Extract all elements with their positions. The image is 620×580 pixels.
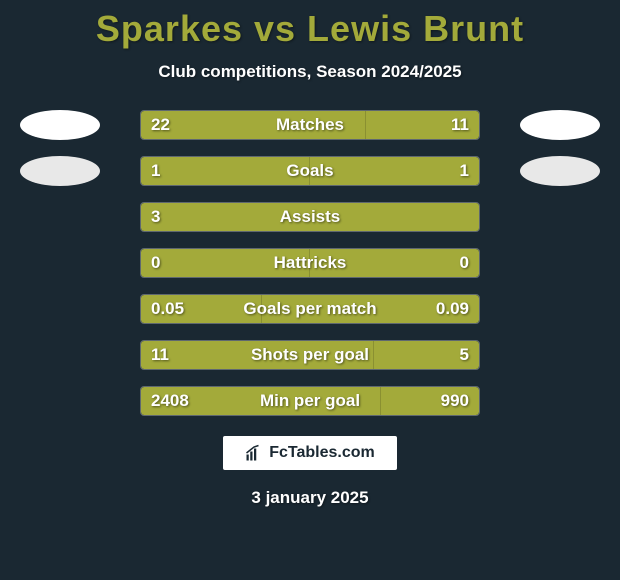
page-title: Sparkes vs Lewis Brunt (96, 8, 524, 50)
watermark-text: FcTables.com (269, 444, 375, 462)
stat-bar: 11 5 Shots per goal (140, 340, 480, 370)
stat-value-right: 11 (451, 115, 469, 135)
stat-value-right: 1 (460, 161, 469, 181)
stat-bar: 3 Assists (140, 202, 480, 232)
stat-label: Matches (276, 115, 344, 135)
stat-label: Goals per match (243, 299, 376, 319)
stat-row: 0 0 Hattricks (0, 248, 620, 278)
stat-bar: 0.05 0.09 Goals per match (140, 294, 480, 324)
stat-value-left: 11 (151, 345, 169, 365)
date-label: 3 january 2025 (251, 488, 368, 508)
bar-fill-left (141, 157, 310, 185)
stat-label: Shots per goal (251, 345, 369, 365)
chart-icon (245, 444, 263, 462)
stat-value-left: 2408 (151, 391, 189, 411)
stat-rows: 2211Matches11Goals3Assists00Hattricks0.0… (0, 110, 620, 416)
stat-value-left: 3 (151, 207, 160, 227)
stat-value-left: 1 (151, 161, 160, 181)
stat-value-left: 0.05 (151, 299, 184, 319)
comparison-container: Sparkes vs Lewis Brunt Club competitions… (0, 0, 620, 580)
stat-label: Hattricks (274, 253, 347, 273)
bar-fill-right (310, 157, 479, 185)
stat-row: 3 Assists (0, 202, 620, 232)
stat-value-left: 22 (151, 115, 170, 135)
stat-value-right: 0 (460, 253, 469, 273)
stat-bar: 2408 990 Min per goal (140, 386, 480, 416)
team-badge-right (520, 110, 600, 140)
stat-row: 2408 990 Min per goal (0, 386, 620, 416)
stat-value-left: 0 (151, 253, 160, 273)
stat-value-right: 5 (460, 345, 469, 365)
stat-bar: 0 0 Hattricks (140, 248, 480, 278)
stat-row: 11 5 Shots per goal (0, 340, 620, 370)
stat-bar: 22 11 Matches (140, 110, 480, 140)
stat-label: Assists (280, 207, 340, 227)
watermark: FcTables.com (223, 436, 397, 470)
stat-value-right: 0.09 (436, 299, 469, 319)
team-badge-right (520, 156, 600, 186)
subtitle: Club competitions, Season 2024/2025 (158, 62, 461, 82)
team-badge-left (20, 156, 100, 186)
stat-row: 22 11 Matches (0, 110, 620, 140)
stat-value-right: 990 (441, 391, 469, 411)
stat-label: Min per goal (260, 391, 360, 411)
stat-label: Goals (286, 161, 333, 181)
team-badge-left (20, 110, 100, 140)
stat-row: 1 1 Goals (0, 156, 620, 186)
stat-row: 0.05 0.09 Goals per match (0, 294, 620, 324)
stat-bar: 1 1 Goals (140, 156, 480, 186)
